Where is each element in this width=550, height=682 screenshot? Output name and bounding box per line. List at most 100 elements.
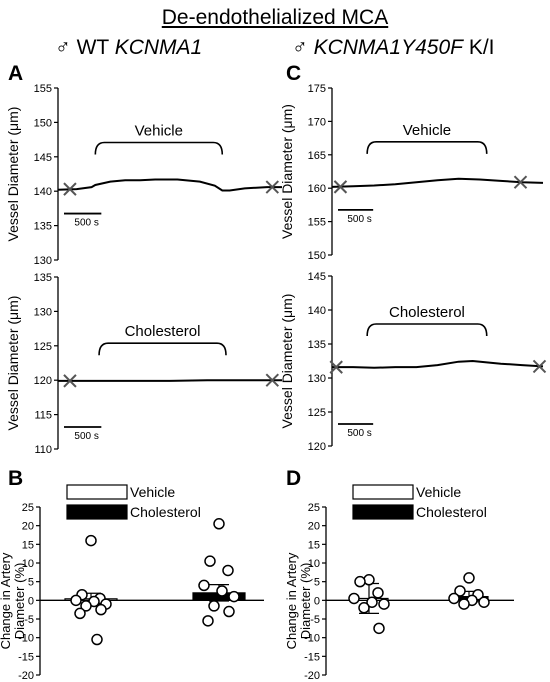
y-axis-label: Vessel Diameter (μm) [279, 104, 295, 239]
y-tick-label: -5 [24, 614, 34, 626]
y-tick-label: 15 [308, 539, 320, 551]
treatment-bracket [98, 342, 227, 356]
y-tick-label: 110 [34, 444, 52, 456]
treatment-label: Cholesterol [125, 323, 201, 340]
y-tick-label: 10 [22, 558, 34, 570]
baseline-x-marker [63, 374, 77, 388]
data-point [478, 596, 490, 608]
y-tick-label: 160 [308, 183, 326, 195]
data-point [354, 575, 366, 588]
scale-bar-label: 500 s [74, 218, 98, 229]
left-header-prefix: WT [76, 36, 109, 59]
data-point [463, 572, 475, 584]
legend-label: Cholesterol [130, 504, 201, 520]
y-tick-label: 120 [308, 441, 326, 453]
panel-letter-b: B [8, 467, 23, 490]
y-tick-label: -20 [304, 670, 320, 682]
treatment-label: Vehicle [135, 123, 183, 140]
y-tick-label: 135 [34, 221, 52, 233]
y-tick-label: 175 [308, 83, 326, 95]
diameter-trace-line [58, 379, 282, 382]
y-tick-label: 150 [308, 250, 326, 262]
left-group-header: ♂ WT KCNMA1 [55, 36, 202, 60]
legend-swatch-vehicle [66, 484, 128, 500]
data-point [208, 600, 220, 612]
x-marker-stroke [265, 180, 280, 194]
y-tick-label: 120 [34, 375, 52, 387]
data-point [448, 592, 460, 605]
baseline-x-marker [265, 373, 280, 387]
y-tick-label: 155 [34, 83, 52, 95]
y-tick-label: 165 [308, 150, 326, 162]
data-point [198, 579, 210, 592]
figure-title: De-endothelialized MCA [161, 6, 389, 29]
x-marker-stroke [329, 360, 343, 374]
y-tick-label: 25 [22, 502, 34, 514]
right-header-suffix: K/I [468, 36, 495, 59]
y-axis-label: Diameter (%) [12, 563, 27, 640]
legend-label: Vehicle [130, 484, 175, 500]
scale-bar-label: 500 s [347, 214, 371, 225]
y-tick-label: 130 [308, 373, 326, 385]
y-axis-label: Vessel Diameter (μm) [5, 296, 21, 431]
y-tick-label: 0 [314, 595, 320, 607]
scale-bar-label: 500 s [347, 428, 371, 439]
x-marker-stroke [63, 182, 77, 196]
baseline-x-marker [265, 180, 280, 194]
diameter-trace-line [332, 359, 544, 369]
data-point [213, 518, 225, 530]
data-point [202, 615, 214, 627]
y-tick-label: -20 [18, 670, 34, 682]
data-point [85, 534, 97, 547]
panel-letter-d: D [286, 467, 301, 490]
x-marker-stroke [265, 373, 280, 387]
male-symbol: ♂ [55, 36, 71, 59]
y-tick-label: 135 [308, 339, 326, 351]
treatment-bracket [94, 141, 224, 155]
baseline-x-marker [63, 182, 77, 196]
y-tick-label: 10 [308, 558, 320, 570]
baseline-x-marker [333, 180, 348, 194]
data-point [70, 594, 82, 607]
data-point [216, 585, 228, 597]
y-tick-label: 145 [308, 271, 326, 283]
y-tick-label: -10 [18, 633, 34, 645]
right-group-header: ♂ KCNMA1Y450F K/I [292, 36, 495, 60]
y-tick-label: -15 [18, 651, 34, 663]
data-point [95, 603, 107, 616]
y-axis-label: Change in Artery [0, 552, 13, 649]
baseline-x-marker [532, 359, 547, 374]
y-tick-label: 135 [34, 272, 52, 284]
panel-letter-a: A [8, 62, 23, 85]
y-axis-label: Vessel Diameter (μm) [5, 107, 21, 242]
data-point [454, 585, 466, 597]
y-axis-label: Diameter (%) [298, 563, 313, 640]
data-point [458, 598, 470, 610]
y-tick-label: 170 [308, 116, 326, 128]
treatment-bracket [366, 323, 488, 337]
x-marker-stroke [333, 180, 348, 194]
y-tick-label: 145 [34, 152, 52, 164]
data-point [223, 605, 235, 618]
data-point [204, 555, 216, 567]
x-marker-stroke [532, 359, 547, 374]
right-header-gene: KCNMA1Y450F [313, 36, 463, 59]
treatment-label: Vehicle [403, 122, 451, 139]
data-point [228, 590, 240, 603]
y-tick-label: 115 [34, 410, 52, 422]
y-tick-label: -15 [304, 651, 320, 663]
y-tick-label: 20 [22, 521, 34, 533]
y-axis-label: Vessel Diameter (μm) [279, 294, 295, 429]
legend-swatch-vehicle [352, 484, 414, 500]
y-tick-label: 150 [34, 117, 52, 129]
data-point [372, 587, 384, 599]
y-tick-label: 125 [308, 407, 326, 419]
y-tick-label: -5 [310, 614, 320, 626]
data-point [358, 602, 370, 614]
x-marker-stroke [63, 374, 77, 388]
y-tick-label: 0 [28, 595, 34, 607]
y-tick-label: 125 [34, 341, 52, 353]
legend-label: Cholesterol [416, 504, 487, 520]
y-tick-label: -10 [304, 633, 320, 645]
legend-label: Vehicle [416, 484, 461, 500]
